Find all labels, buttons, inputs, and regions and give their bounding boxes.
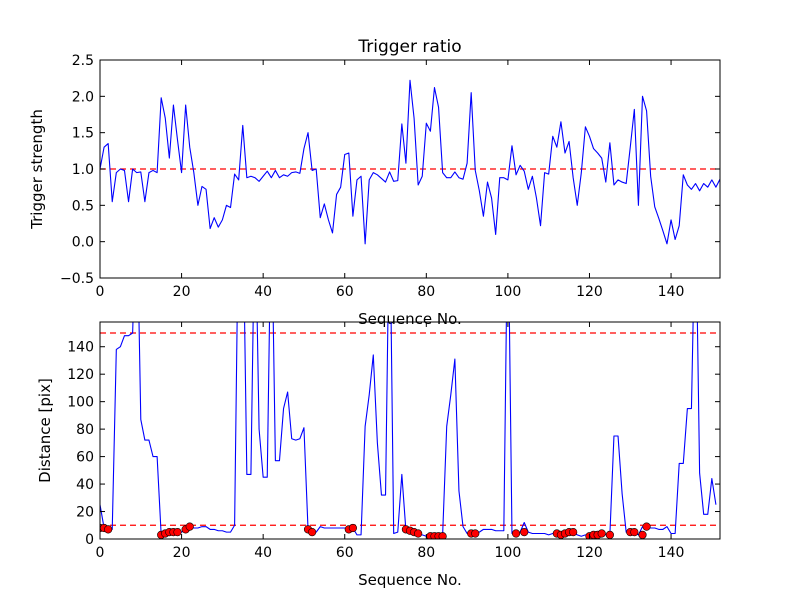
data-point-marker <box>438 532 447 539</box>
x-tick-label: 120 <box>576 545 603 561</box>
x-tick-label: 80 <box>417 284 435 300</box>
x-tick-label: 100 <box>495 284 522 300</box>
plot-area <box>100 79 720 245</box>
data-point-marker <box>104 525 113 534</box>
chart-title: Trigger ratio <box>357 37 461 57</box>
data-point-marker <box>569 528 578 537</box>
y-tick-label: 0 <box>85 532 94 548</box>
plot-area <box>100 322 720 539</box>
y-tick-label: 0.0 <box>72 235 94 251</box>
trigger-ratio-chart: 0 20 40 60 80 100 120 140 −0.5 0.0 0.5 1.0 1.5 2.0 2.5… <box>28 37 721 328</box>
y-tick-label: 20 <box>76 505 94 521</box>
series-line <box>100 79 720 245</box>
x-tick-label: 40 <box>254 284 272 300</box>
data-point-marker <box>520 528 529 537</box>
y-axis-title: Trigger strength <box>28 109 46 230</box>
y-tick-label: 140 <box>67 340 94 356</box>
x-tick-label: 60 <box>336 545 354 561</box>
x-tick-label: 140 <box>658 545 685 561</box>
data-point-marker <box>471 529 480 538</box>
data-point-marker <box>173 528 182 537</box>
y-tick-label: 1.5 <box>72 126 94 142</box>
x-axis-title: Sequence No. <box>358 571 462 589</box>
y-tick-label: 1.0 <box>72 162 94 178</box>
data-point-marker <box>185 522 194 531</box>
x-tick-label: 40 <box>254 545 272 561</box>
y-tick-label: 60 <box>76 450 94 466</box>
data-point-marker <box>642 522 651 531</box>
data-point-marker <box>638 530 647 539</box>
x-tick-label: 140 <box>658 284 685 300</box>
y-axis-title: Distance [pix] <box>36 378 54 483</box>
data-point-marker <box>597 529 606 538</box>
data-point-marker <box>630 528 639 537</box>
x-axis-title: Sequence No. <box>358 310 462 328</box>
x-tick-label: 20 <box>173 284 191 300</box>
y-tick-label: 120 <box>67 367 94 383</box>
data-point-marker <box>348 523 357 533</box>
data-point-marker <box>308 528 317 537</box>
y-tick-label: 80 <box>76 422 94 438</box>
x-tick-label: 0 <box>96 284 105 300</box>
y-tick-label: 0.5 <box>72 198 94 214</box>
data-point-marker <box>605 530 614 539</box>
y-tick-label: 100 <box>67 395 94 411</box>
x-tick-label: 100 <box>495 545 522 561</box>
y-tick-label: 2.5 <box>72 53 94 69</box>
x-tick-label: 20 <box>173 545 191 561</box>
x-tick-label: 0 <box>96 545 105 561</box>
x-tick-label: 80 <box>417 545 435 561</box>
y-tick-label: 2.0 <box>72 89 94 105</box>
y-tick-label: 40 <box>76 477 94 493</box>
x-tick-label: 120 <box>576 284 603 300</box>
data-point-marker <box>414 529 423 538</box>
distance-chart: 0 20 40 60 80 100 120 140 0 20 40 60 80 100 120 140 Sequ… <box>36 321 721 589</box>
y-tick-label: −0.5 <box>60 271 94 287</box>
axes-frame <box>99 321 721 540</box>
data-point-marker <box>511 529 521 538</box>
x-tick-label: 60 <box>336 284 354 300</box>
